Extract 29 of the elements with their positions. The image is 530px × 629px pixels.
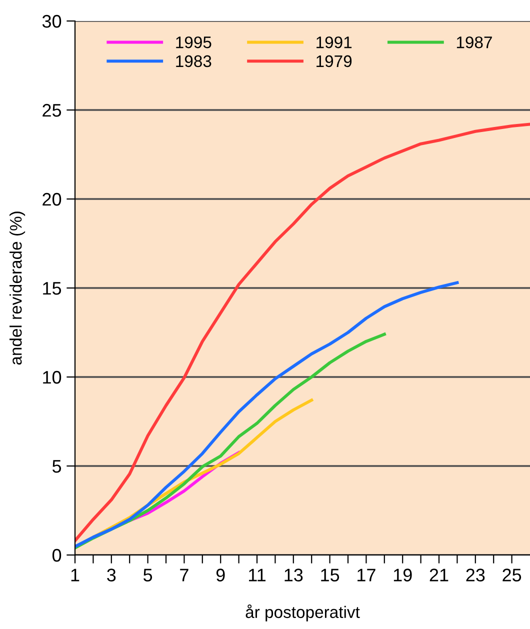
x-tick-label: 3: [107, 568, 116, 582]
y-tick-label: 0: [52, 548, 62, 562]
y-tick-label: 25: [42, 104, 62, 117]
legend-label: 1991: [316, 36, 352, 48]
x-tick-label: 5: [144, 568, 152, 582]
y-tick-label: 15: [43, 282, 62, 295]
x-tick-label: 21: [430, 568, 448, 582]
line-series: [75, 281, 459, 548]
y-tick-label: 5: [52, 460, 62, 473]
x-tick-label: 17: [358, 568, 376, 582]
legend-label: 1995: [176, 36, 212, 48]
x-tick-label: 1: [71, 568, 80, 582]
y-tick-label: 10: [43, 370, 62, 384]
x-tick-label: 23: [466, 568, 485, 582]
x-tick-label: 9: [216, 568, 225, 582]
x-tick-label: 13: [284, 568, 303, 582]
line-series: [75, 122, 530, 542]
x-tick-label: 19: [394, 568, 412, 582]
legend-label: 1979: [316, 55, 352, 68]
x-tick-label: 7: [180, 568, 188, 582]
x-tick-label: 15: [321, 568, 340, 582]
x-axis-title: år postoperativt: [246, 604, 360, 622]
y-tick-label: 20: [42, 192, 62, 206]
x-tick-label: 25: [502, 568, 522, 582]
y-tick-label: 30: [42, 14, 62, 28]
legend-label: 1983: [176, 55, 212, 68]
legend-label: 1987: [456, 36, 492, 48]
x-tick-label: 11: [249, 568, 266, 582]
y-axis-title: andel reviderade (%): [10, 212, 26, 365]
